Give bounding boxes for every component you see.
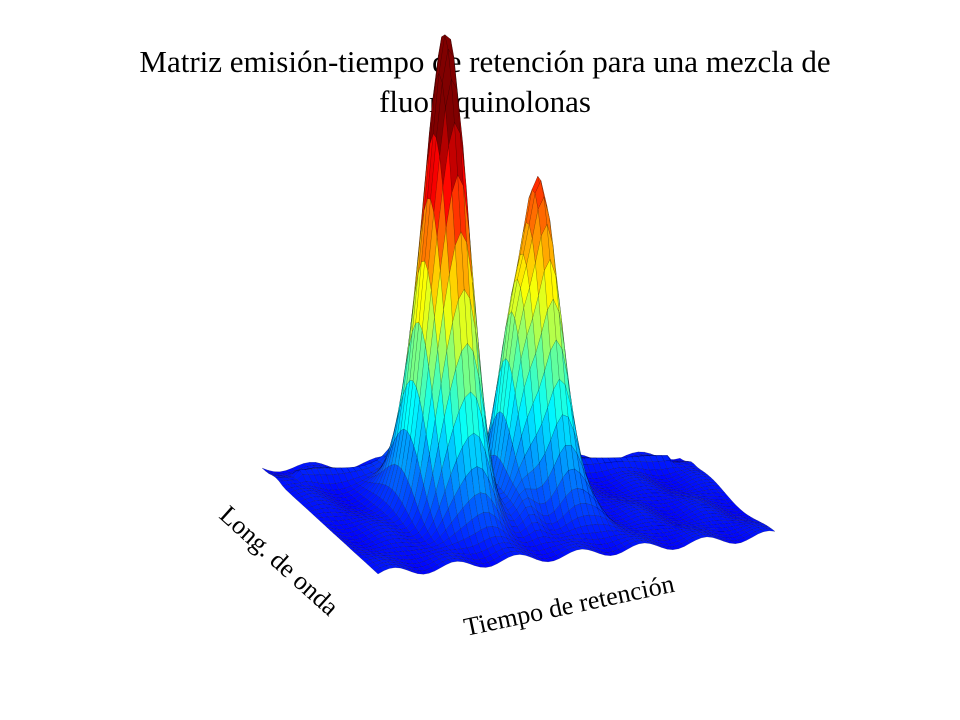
- surface-mesh: [261, 34, 776, 575]
- chart-title: Matriz emisión-tiempo de retención para …: [139, 44, 831, 119]
- x-axis-label: Tiempo de retención: [461, 569, 677, 642]
- surface-patch: [766, 528, 776, 532]
